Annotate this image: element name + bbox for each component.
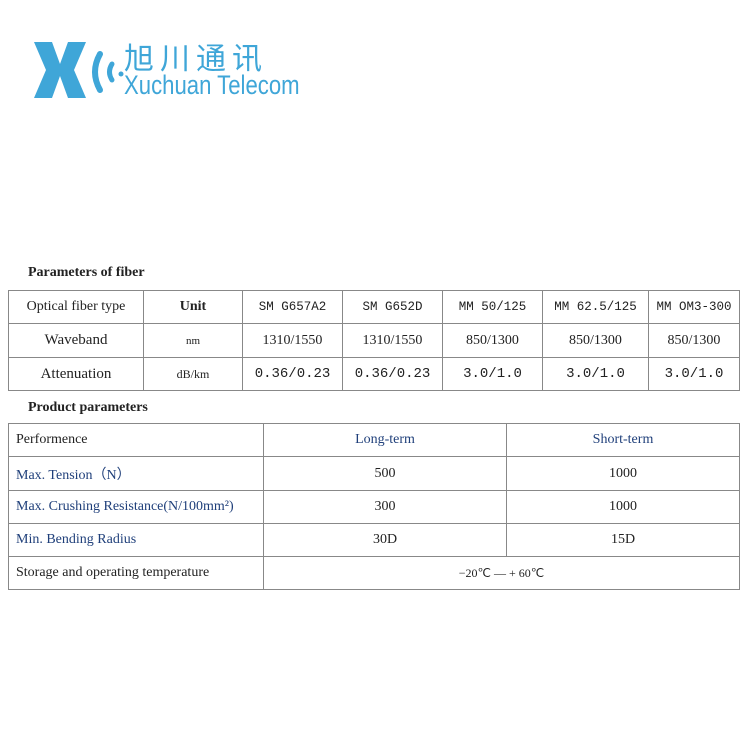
table-row: Min. Bending Radius 30D 15D (8, 523, 740, 557)
logo-english-text: Xuchuan Telecom (124, 70, 300, 100)
cell: Waveband (8, 323, 144, 358)
header-cell: Unit (143, 290, 243, 324)
cell: dB/km (143, 357, 243, 391)
table-row: Storage and operating temperature −20℃ —… (8, 556, 740, 590)
cell: Attenuation (8, 357, 144, 391)
header-cell: SM G652D (342, 290, 443, 324)
table-row: Waveband nm 1310/1550 1310/1550 850/1300… (8, 323, 740, 358)
cell: 3.0/1.0 (442, 357, 543, 391)
table-row: Max. Crushing Resistance(N/100mm²) 300 1… (8, 490, 740, 524)
cell: 500 (263, 456, 507, 491)
cell: 1310/1550 (342, 323, 443, 358)
fiber-section-title: Parameters of fiber (28, 265, 145, 280)
header-cell: MM 50/125 (442, 290, 543, 324)
header-cell: Optical fiber type (8, 290, 144, 324)
cell: 0.36/0.23 (242, 357, 343, 391)
cell: 15D (506, 523, 740, 557)
fiber-table: Optical fiber type Unit SM G657A2 SM G65… (8, 290, 740, 391)
table-row: Attenuation dB/km 0.36/0.23 0.36/0.23 3.… (8, 357, 740, 391)
cell: 3.0/1.0 (648, 357, 740, 391)
cell: 1000 (506, 456, 740, 491)
table-row: Max. Tension（N） 500 1000 (8, 456, 740, 491)
header-cell: Short-term (506, 423, 740, 457)
cell: Min. Bending Radius (8, 523, 264, 557)
header-cell: SM G657A2 (242, 290, 343, 324)
cell: Storage and operating temperature (8, 556, 264, 590)
header-cell: Performence (8, 423, 264, 457)
logo-mark-icon (34, 42, 124, 98)
cell: 850/1300 (542, 323, 649, 358)
cell: 30D (263, 523, 507, 557)
cell: 1310/1550 (242, 323, 343, 358)
cell: Max. Tension（N） (8, 456, 264, 491)
product-header-row: Performence Long-term Short-term (8, 423, 740, 457)
header-cell: MM OM3-300 (648, 290, 740, 324)
cell: 850/1300 (648, 323, 740, 358)
cell: 1000 (506, 490, 740, 524)
product-section-title: Product parameters (28, 400, 148, 415)
cell: Max. Crushing Resistance(N/100mm²) (8, 490, 264, 524)
cell: 300 (263, 490, 507, 524)
cell: −20℃ — + 60℃ (263, 556, 740, 590)
product-table: Performence Long-term Short-term Max. Te… (8, 423, 740, 590)
header-cell: MM 62.5/125 (542, 290, 649, 324)
logo-chinese-text: 旭川通讯 (124, 42, 268, 77)
cell: 0.36/0.23 (342, 357, 443, 391)
cell: 3.0/1.0 (542, 357, 649, 391)
cell: 850/1300 (442, 323, 543, 358)
fiber-header-row: Optical fiber type Unit SM G657A2 SM G65… (8, 290, 740, 324)
cell: nm (143, 323, 243, 358)
header-cell: Long-term (263, 423, 507, 457)
